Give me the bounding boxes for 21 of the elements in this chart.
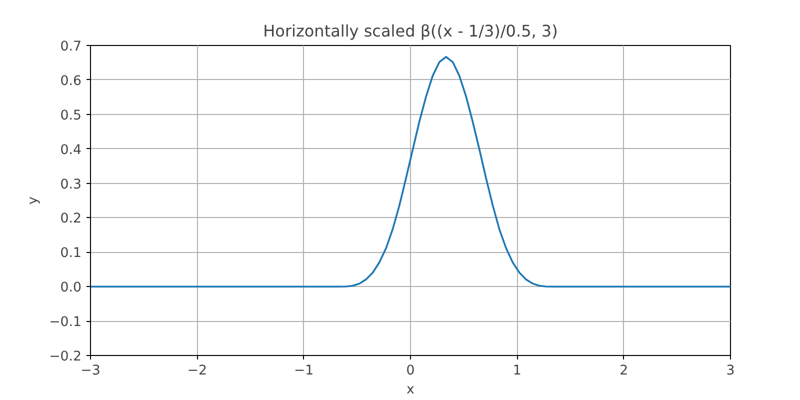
x-tick-label: 3 xyxy=(726,364,735,378)
y-tick-label: 0.7 xyxy=(60,40,82,54)
chart-title: Horizontally scaled β((x - 1/3)/0.5, 3) xyxy=(263,22,558,40)
y-tick-label: 0.5 xyxy=(60,108,82,124)
x-tick-label: −2 xyxy=(187,364,207,378)
y-tick-label: −0.2 xyxy=(49,350,82,364)
line-series xyxy=(90,56,730,288)
y-tick-label: 0.0 xyxy=(60,280,82,296)
y-tick-label: 0.1 xyxy=(60,246,82,262)
y-tick-label: 0.3 xyxy=(60,177,82,192)
x-tick-label: −1 xyxy=(294,364,314,378)
x-tick-label: 0 xyxy=(406,364,415,378)
x-tick-label: −3 xyxy=(80,364,100,378)
x-axis-title: x xyxy=(406,382,415,398)
y-tick-label: 0.2 xyxy=(60,212,82,227)
y-tick-label: 0.6 xyxy=(60,74,82,89)
y-tick-label: −0.1 xyxy=(49,315,82,330)
x-tick-label: 1 xyxy=(512,364,522,378)
y-axis-title: y xyxy=(26,196,42,204)
x-tick-label: 2 xyxy=(620,364,628,378)
y-tick-label: 0.4 xyxy=(60,142,82,158)
